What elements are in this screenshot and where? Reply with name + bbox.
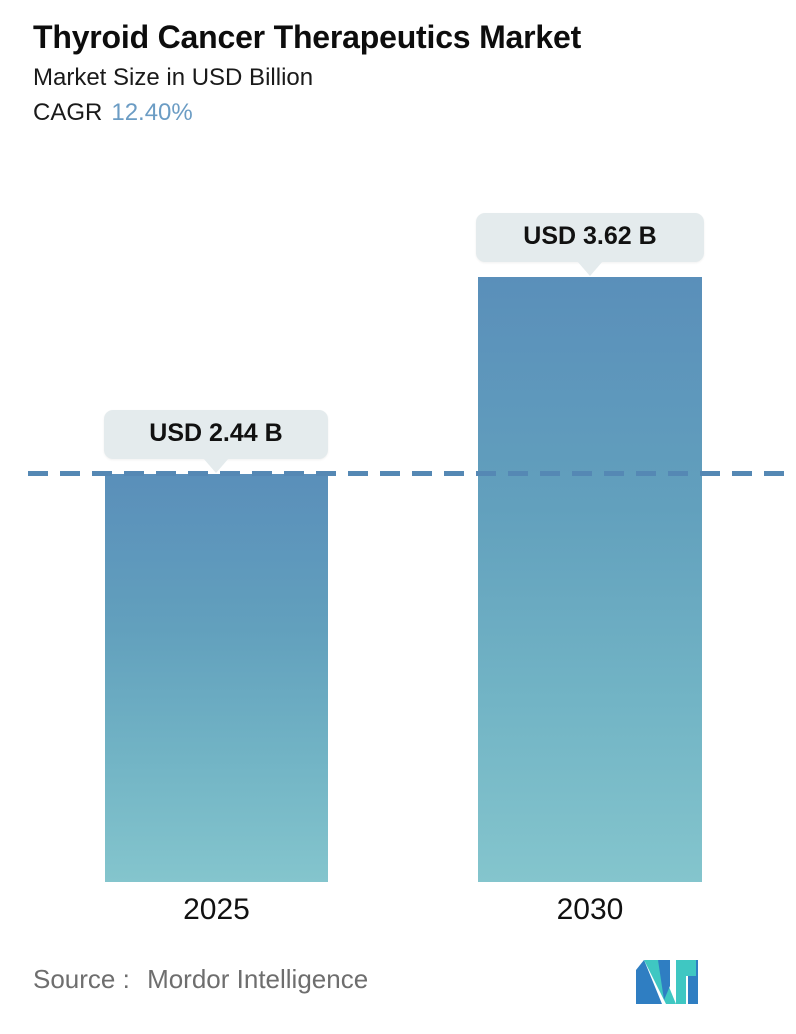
bar-2030[interactable] — [478, 277, 702, 882]
chart-subtitle: Market Size in USD Billion — [33, 64, 314, 92]
source-name: Mordor Intelligence — [147, 964, 369, 994]
page-title: Thyroid Cancer Therapeutics Market — [33, 19, 582, 55]
cagr-label: CAGR — [33, 99, 103, 127]
source-attribution: Source : Mordor Intelligence — [33, 964, 368, 995]
mordor-intelligence-logo-icon — [636, 956, 704, 1008]
chart-header: Thyroid Cancer Therapeutics Market Marke… — [33, 18, 773, 129]
value-label-2030: USD 3.62 B — [476, 213, 704, 276]
cagr-row: CAGR 12.40% — [33, 97, 773, 129]
value-label-2025: USD 2.44 B — [104, 410, 328, 474]
cagr-value: 12.40% — [111, 99, 193, 127]
category-label-2030: 2030 — [556, 893, 624, 926]
source-label: Source : — [33, 964, 130, 994]
category-label-2025: 2025 — [183, 893, 250, 926]
bar-2025[interactable] — [105, 474, 328, 882]
reference-dashed-line — [28, 471, 785, 477]
chart-footer: Source : Mordor Intelligence — [0, 948, 796, 1034]
